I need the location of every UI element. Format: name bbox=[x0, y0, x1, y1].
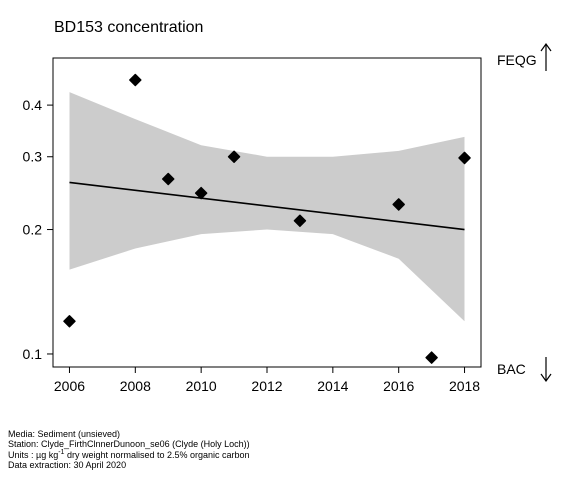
x-tick-label: 2014 bbox=[317, 378, 348, 394]
y-tick-label: 0.4 bbox=[23, 97, 43, 113]
y-tick-label: 0.2 bbox=[23, 222, 43, 238]
data-point bbox=[227, 150, 241, 163]
y-tick-label: 0.3 bbox=[23, 149, 43, 165]
data-point bbox=[129, 73, 142, 87]
footer-notes: Media: Sediment (unsieved) Station: Clyd… bbox=[8, 429, 250, 471]
footer-extraction: Data extraction: 30 April 2020 bbox=[8, 460, 127, 471]
chart-title: BD153 concentration bbox=[54, 19, 204, 36]
x-tick-label: 2012 bbox=[251, 378, 282, 394]
footer-units-exponent: -1 bbox=[58, 448, 65, 456]
data-point bbox=[293, 214, 307, 228]
bac-arrow-icon bbox=[540, 373, 552, 383]
data-point bbox=[63, 314, 76, 328]
footer-units-prefix: Units : µg kg bbox=[8, 449, 59, 460]
data-point bbox=[161, 172, 175, 186]
x-tick-label: 2010 bbox=[186, 378, 217, 394]
feqg-arrow-icon bbox=[540, 42, 552, 52]
footer-units: Units : µg kg-1 dry weight normalised to… bbox=[8, 448, 250, 460]
footer-units-suffix: dry weight normalised to 2.5% organic ca… bbox=[64, 449, 250, 460]
data-point bbox=[458, 151, 471, 165]
feqg-label: FEQG bbox=[497, 52, 537, 68]
x-tick-label: 2016 bbox=[383, 378, 414, 394]
data-point bbox=[392, 198, 405, 211]
x-tick-label: 2008 bbox=[120, 378, 151, 394]
trend-line bbox=[69, 181, 465, 231]
footer-media: Media: Sediment (unsieved) bbox=[8, 429, 121, 439]
footer-station: Station: Clyde_FirthClnnerDunoon_se06 (C… bbox=[8, 439, 250, 450]
data-point bbox=[194, 186, 208, 200]
data-point bbox=[425, 351, 438, 364]
x-tick-label: 2018 bbox=[449, 378, 480, 394]
bac-label: BAC bbox=[497, 361, 526, 377]
y-tick-label: 0.1 bbox=[23, 346, 43, 362]
x-tick-label: 2006 bbox=[54, 378, 85, 394]
